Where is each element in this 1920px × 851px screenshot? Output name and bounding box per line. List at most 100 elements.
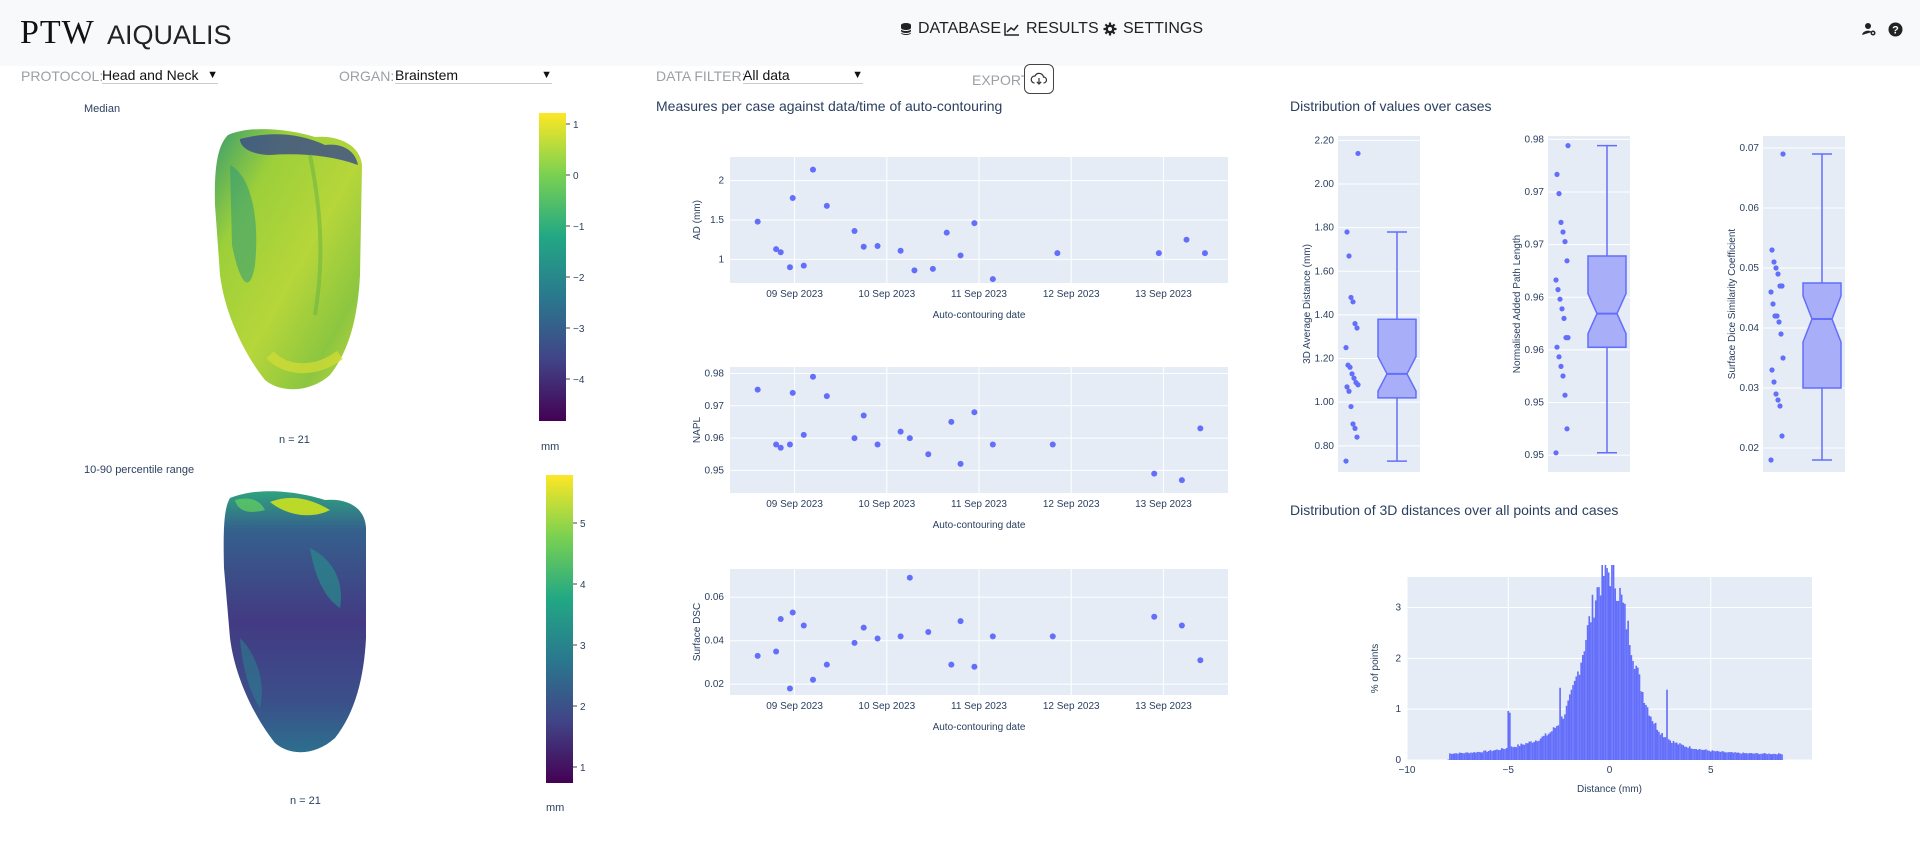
data-point [1776, 319, 1782, 325]
histogram-bar [1601, 565, 1604, 760]
data-filter-select[interactable]: All data ▼ [743, 67, 863, 84]
data-point [1178, 477, 1185, 484]
histogram-bar [1653, 723, 1655, 760]
histogram-bar [1502, 748, 1505, 760]
nav-database[interactable]: DATABASE [900, 20, 1001, 38]
histogram-bar [1586, 625, 1589, 760]
histogram-bar [1619, 587, 1621, 760]
histogram-bar [1543, 735, 1545, 760]
histogram-bar [1609, 586, 1612, 760]
ad-boxplot[interactable]: 0.80 1.00 1.20 1.40 1.60 1.80 2.00 2.20 3D Avera… [1300, 125, 1460, 485]
data-point [1553, 277, 1559, 283]
histogram-bar [1732, 752, 1735, 760]
x-tick-label: 09 Sep 2023 [766, 499, 823, 510]
data-point [874, 441, 881, 448]
histogram-bar [1580, 662, 1582, 760]
napl-boxplot[interactable]: 0.95 0.95 0.96 0.96 0.97 0.97 0.98 Normalised A… [1510, 125, 1670, 485]
data-point [1352, 321, 1358, 327]
y-tick-label: 2.00 [1315, 179, 1335, 190]
y-tick-label: 1.00 [1315, 397, 1335, 408]
chevron-down-icon: ▼ [852, 69, 863, 81]
distance-histogram[interactable]: −10 −5 0 5 0 1 2 3 Distance (mm) % of points [1360, 565, 1820, 795]
histogram-bar [1500, 747, 1503, 760]
protocol-select[interactable]: Head and Neck ▼ [102, 67, 218, 84]
data-point [1780, 355, 1786, 361]
histogram-bar [1484, 750, 1487, 760]
data-point [1556, 191, 1562, 197]
histogram-bar [1541, 736, 1544, 760]
histogram-bar [1684, 746, 1686, 760]
histogram-bar [1478, 751, 1480, 760]
histogram-bar [1468, 753, 1471, 760]
range-colorbar: 5 4 3 2 1 [546, 475, 586, 783]
sdsc-boxplot[interactable]: 0.02 0.03 0.04 0.05 0.06 0.07 Surface Dice Sim… [1725, 125, 1885, 485]
histogram-bar [1510, 746, 1513, 760]
histogram-bar [1771, 754, 1774, 760]
help-icon[interactable]: ? [1888, 22, 1903, 37]
median-organ-render[interactable] [210, 125, 370, 395]
colorbar-tick-label: 1 [580, 763, 586, 774]
y-tick-label: 0.02 [1740, 443, 1760, 454]
histogram-bar [1705, 749, 1707, 760]
histogram-bar [1713, 750, 1715, 760]
histogram-bar [1551, 731, 1553, 760]
box-body [1802, 282, 1842, 389]
nav-settings[interactable]: SETTINGS [1103, 20, 1203, 38]
histogram-bar [1588, 616, 1591, 760]
plot-area [1338, 136, 1420, 472]
histogram-bar [1512, 747, 1514, 760]
data-point [1346, 253, 1352, 259]
colorbar-tick-label: −4 [573, 375, 585, 386]
histogram-bar [1518, 745, 1521, 760]
ad-scatter-chart[interactable]: 09 Sep 2023 10 Sep 2023 11 Sep 2023 12 Sep … [680, 140, 1240, 320]
y-tick-label: 0.96 [705, 433, 725, 444]
histogram-bar [1525, 743, 1527, 760]
export-button[interactable] [1024, 64, 1054, 94]
histogram-bar [1522, 744, 1524, 760]
histogram-bar [1556, 726, 1558, 760]
histogram-bar [1538, 740, 1540, 760]
histogram-bar [1667, 739, 1670, 760]
organ-select[interactable]: Brainstem ▼ [395, 67, 552, 84]
x-axis-title: Auto-contouring date [933, 722, 1026, 732]
x-tick-label: 10 Sep 2023 [858, 701, 915, 712]
data-point [789, 194, 796, 201]
histogram-bar [1637, 667, 1639, 760]
histogram-bar [1606, 568, 1608, 760]
data-point [1353, 379, 1359, 386]
histogram-bar [1583, 651, 1586, 760]
histogram-bar [1692, 748, 1694, 760]
histogram-bar [1486, 751, 1488, 760]
user-settings-icon[interactable] [1862, 22, 1876, 36]
sdsc-scatter-chart[interactable]: 09 Sep 2023 10 Sep 2023 11 Sep 2023 12 Sep … [680, 552, 1240, 732]
histogram-bar [1714, 751, 1717, 760]
y-tick-label: 0.96 [1525, 292, 1545, 303]
data-point [874, 242, 881, 249]
napl-scatter-chart[interactable]: 09 Sep 2023 10 Sep 2023 11 Sep 2023 12 Sep … [680, 350, 1240, 530]
range-organ-render[interactable] [220, 488, 380, 758]
y-tick-label: 2 [1395, 653, 1401, 664]
y-tick-label: 0.98 [705, 368, 725, 379]
data-point [773, 648, 780, 655]
histogram-bar [1695, 749, 1697, 760]
y-axis-title: % of points [1370, 644, 1381, 693]
data-point [1556, 354, 1562, 360]
data-point [874, 635, 881, 642]
data-point [1562, 239, 1568, 245]
histogram-bar [1620, 594, 1623, 760]
histogram-bar [1612, 565, 1615, 760]
histogram-bar [1768, 753, 1770, 760]
colorbar-tick-label: −2 [573, 273, 585, 284]
organ-label: ORGAN: [339, 68, 395, 84]
data-point [1049, 441, 1056, 448]
nav-results[interactable]: RESULTS [1004, 20, 1099, 38]
data-point [1554, 344, 1560, 350]
median-colorbar-unit: mm [541, 441, 560, 453]
histogram-bar [1711, 750, 1714, 760]
y-tick-label: 0 [1395, 755, 1401, 766]
histogram-bar [1598, 587, 1600, 760]
range-colorbar-unit: mm [546, 802, 565, 814]
histogram-bar [1607, 572, 1610, 760]
data-point [1558, 363, 1564, 369]
nav-database-label: DATABASE [918, 20, 1001, 37]
